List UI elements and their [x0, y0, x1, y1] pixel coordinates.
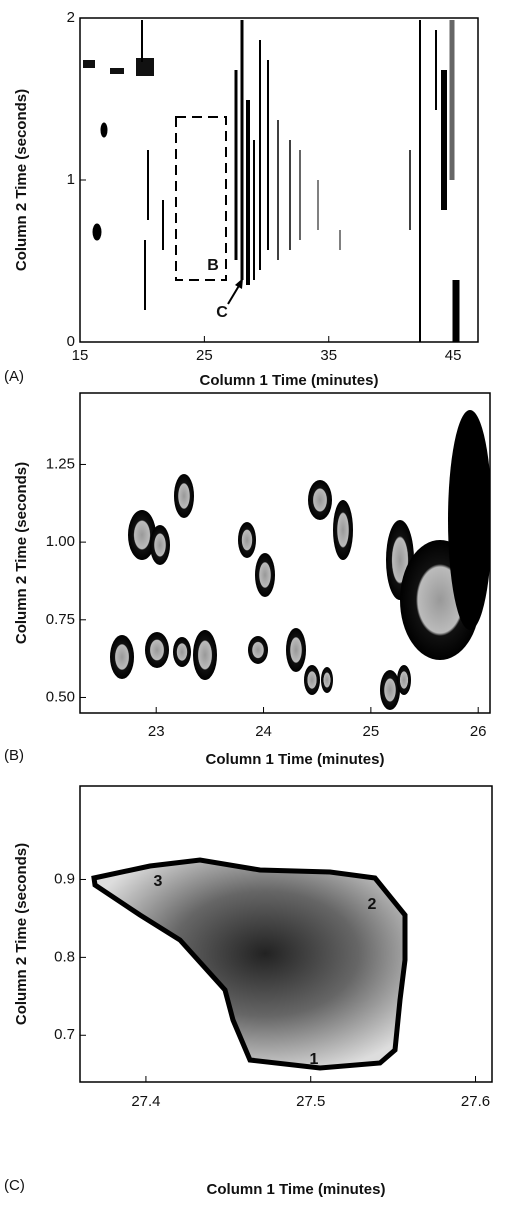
y-axis-label: Column 2 Time (seconds)	[13, 89, 30, 271]
y-axis-label: Column 2 Time (seconds)	[13, 462, 30, 644]
annotation: 2	[368, 896, 377, 913]
annotation: C	[216, 304, 228, 321]
y-tick-label: 0.75	[46, 611, 75, 628]
x-tick-label: 27.4	[131, 1093, 160, 1110]
y-tick-label: 0.8	[54, 948, 75, 965]
annotation: 3	[154, 873, 163, 890]
y-tick-label: 0	[67, 333, 75, 350]
panel-label: (C)	[4, 1177, 25, 1194]
x-tick-label: 26	[470, 723, 487, 740]
x-tick-label: 23	[148, 723, 165, 740]
x-axis-label: Column 1 Time (minutes)	[207, 1181, 386, 1198]
annotation: B	[207, 257, 219, 274]
arrow	[227, 283, 241, 305]
panel-label: (A)	[4, 368, 24, 385]
y-axis-label: Column 2 Time (seconds)	[13, 843, 30, 1025]
x-tick-label: 45	[445, 347, 462, 364]
y-tick-label: 0.50	[46, 688, 75, 705]
y-tick-label: 1.00	[46, 533, 75, 550]
x-tick-label: 15	[72, 347, 89, 364]
y-tick-label: 0.9	[54, 870, 75, 887]
x-tick-label: 25	[363, 723, 380, 740]
x-axis-label: Column 1 Time (minutes)	[206, 751, 385, 768]
contour-image	[83, 20, 460, 342]
contour-image	[110, 410, 490, 710]
panel-label: (B)	[4, 747, 24, 764]
x-tick-label: 27.5	[296, 1093, 325, 1110]
y-tick-label: 1	[67, 171, 75, 188]
x-tick-label: 35	[320, 347, 337, 364]
y-tick-label: 0.7	[54, 1026, 75, 1043]
x-tick-label: 27.6	[461, 1093, 490, 1110]
x-tick-label: 24	[255, 723, 272, 740]
zoom-box	[175, 116, 227, 281]
contour-image	[91, 857, 408, 1071]
arrow-head	[235, 278, 243, 289]
x-axis-label: Column 1 Time (minutes)	[200, 372, 379, 389]
y-tick-label: 1.25	[46, 455, 75, 472]
plot-frame	[79, 392, 491, 714]
annotation: 1	[310, 1051, 319, 1068]
plot-frame	[79, 785, 493, 1083]
x-tick-label: 25	[196, 347, 213, 364]
y-tick-label: 2	[67, 9, 75, 26]
